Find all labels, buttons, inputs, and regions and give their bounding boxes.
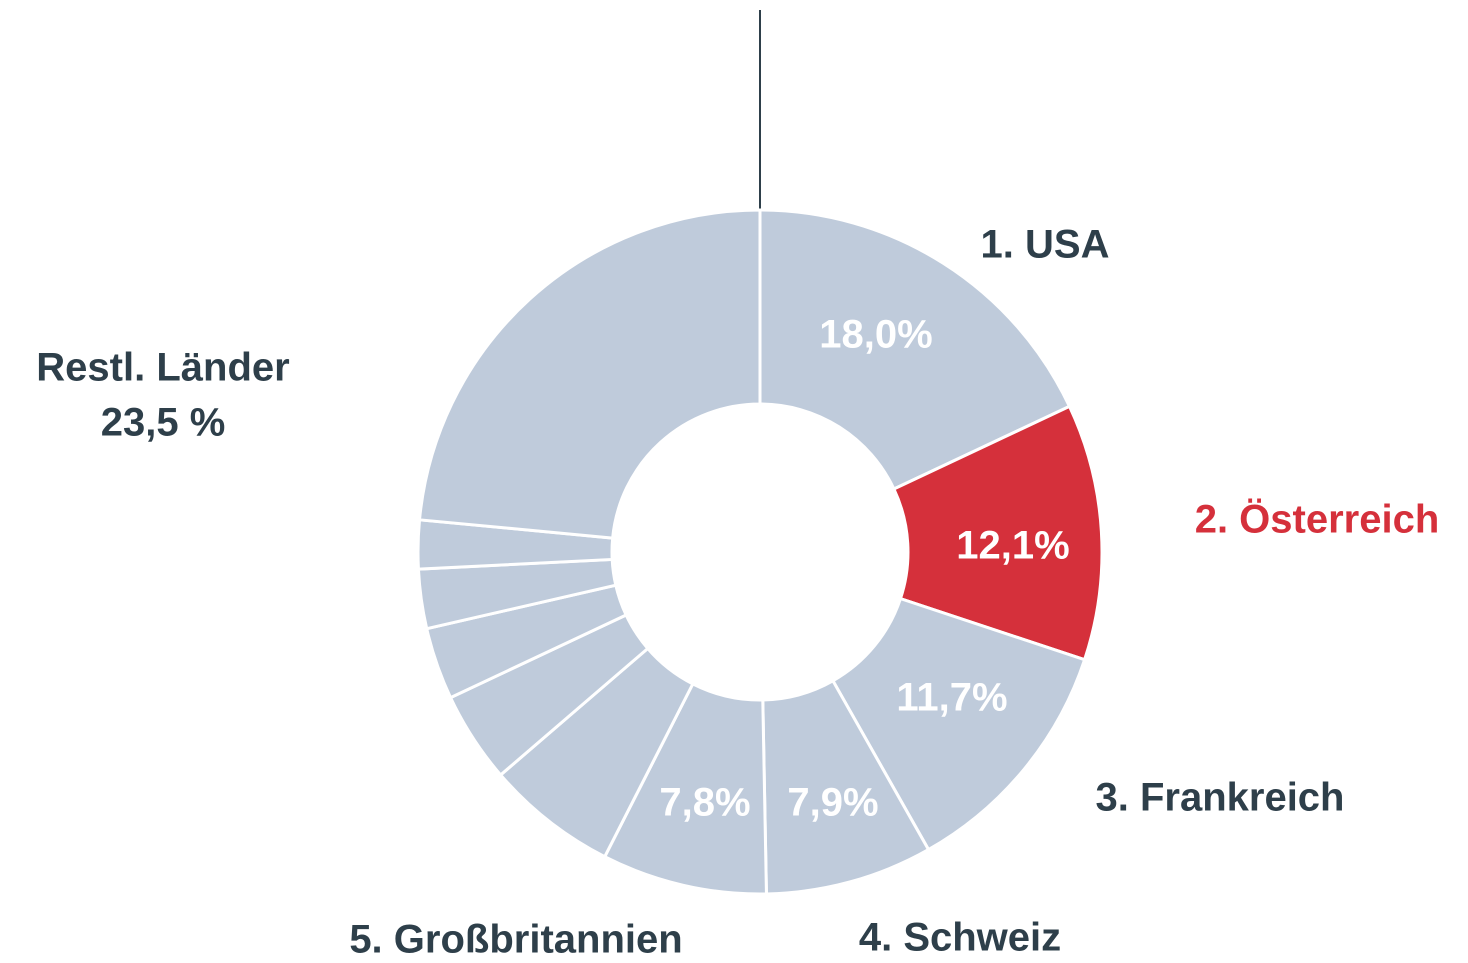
value-label: 12,1% — [956, 524, 1069, 568]
donut-slice — [830, 596, 1087, 852]
slice-label: 2. Österreich — [1195, 497, 1440, 542]
slice-label: 3. Frankreich — [1095, 776, 1344, 820]
slice-label: Restl. Länder — [36, 346, 289, 390]
value-label: 18,0% — [819, 313, 932, 357]
value-label: 7,8% — [659, 781, 750, 825]
value-label: 7,9% — [787, 781, 878, 825]
donut-slice — [417, 208, 762, 540]
slice-label: 1. USA — [981, 223, 1110, 267]
donut-slice — [758, 208, 1072, 491]
value-label: 11,7% — [896, 676, 1007, 720]
value-label: 23,5 % — [101, 401, 226, 445]
slice-label: 4. Schweiz — [859, 916, 1061, 960]
slice-label: 5. Großbritannien — [349, 918, 682, 962]
donut-slice — [891, 404, 1104, 662]
